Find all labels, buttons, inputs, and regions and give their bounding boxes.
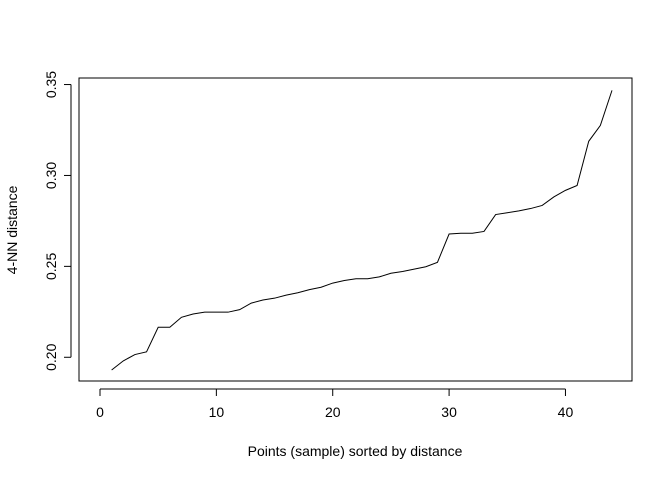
x-axis-title: Points (sample) sorted by distance [248,443,463,459]
x-tick-label: 30 [441,404,457,420]
x-tick-label: 10 [209,404,225,420]
y-tick-label: 0.20 [43,343,59,370]
y-tick-label: 0.25 [43,253,59,280]
y-tick-label: 0.30 [43,162,59,189]
series-line [111,90,613,371]
plot-area-frame [78,77,633,382]
x-tick-label: 0 [96,404,104,420]
x-tick-label: 20 [325,404,341,420]
x-tick-label: 40 [558,404,574,420]
x-axis: 0 10 20 30 40 [96,388,574,420]
y-axis-title: 4-NN distance [4,185,20,274]
y-axis: 0.20 0.25 0.30 0.35 [43,71,72,371]
y-tick-label: 0.35 [43,71,59,98]
